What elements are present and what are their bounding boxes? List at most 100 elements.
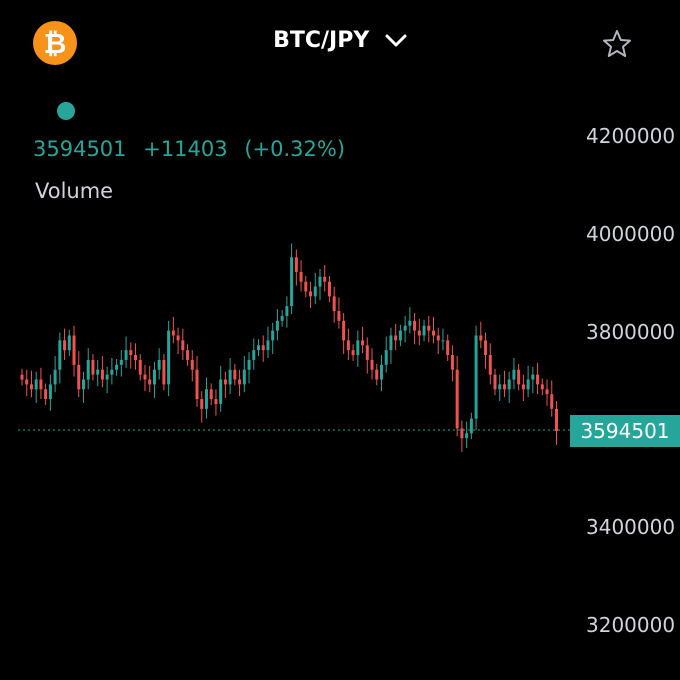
candle-body: [233, 369, 237, 380]
candle-body: [507, 379, 511, 390]
candle-body: [20, 374, 24, 380]
candle-body: [129, 350, 133, 356]
candle-body: [384, 350, 388, 365]
candle-body: [228, 369, 232, 385]
candle-body: [91, 359, 95, 375]
candle-body: [257, 345, 260, 351]
candle-body: [176, 335, 180, 341]
candle-body: [379, 364, 383, 380]
candle-body: [86, 359, 90, 380]
candle-body: [479, 335, 483, 341]
candle-body: [484, 340, 488, 356]
candle-body: [299, 271, 303, 282]
pair-label: BTC/JPY: [273, 28, 370, 53]
candle-body: [242, 369, 246, 385]
candle-body: [190, 359, 194, 370]
candle-body: [252, 350, 256, 360]
volume-label: Volume: [35, 179, 114, 203]
price-summary: 3594501 +11403 (+0.32%): [33, 137, 355, 161]
candle-body: [53, 369, 57, 385]
candle-body: [545, 389, 549, 395]
candle-body: [394, 335, 398, 341]
candle-body: [550, 394, 554, 409]
bitcoin-icon[interactable]: ₿: [33, 21, 77, 65]
candle-body: [512, 369, 516, 380]
star-outline-icon[interactable]: [601, 28, 633, 60]
candle-body: [436, 335, 440, 341]
candlestick-chart[interactable]: [0, 88, 680, 680]
candle-body: [375, 369, 379, 380]
candle-body: [44, 389, 48, 400]
candle-body: [285, 306, 289, 316]
candle-body: [152, 369, 156, 385]
candle-body: [351, 350, 355, 356]
candle-body: [304, 281, 308, 292]
candle-body: [58, 340, 62, 370]
header: ₿ BTC/JPY: [0, 0, 680, 88]
candle-body: [389, 335, 393, 351]
candle-body: [408, 320, 412, 326]
candle-body: [100, 369, 104, 380]
candle-body: [446, 340, 450, 356]
candle-body: [427, 325, 431, 331]
candle-body: [110, 369, 114, 375]
current-price-tag: 3594501: [570, 415, 680, 447]
candle-body: [72, 335, 76, 365]
candle-body: [238, 379, 242, 385]
candle-body: [465, 433, 469, 439]
candle-body: [124, 350, 128, 360]
candle-body: [119, 359, 123, 365]
candle-body: [219, 379, 223, 404]
candle-body: [521, 384, 525, 390]
candle-body: [403, 325, 407, 331]
price-change-pct: (+0.32%): [244, 137, 346, 161]
candle-body: [186, 350, 190, 360]
candle-body: [195, 369, 199, 400]
candle-body: [450, 355, 454, 370]
y-tick-label: 4200000: [586, 124, 676, 148]
candle-body: [455, 369, 459, 429]
price-change: +11403: [143, 137, 228, 161]
candle-body: [342, 320, 346, 341]
candle-body: [313, 286, 317, 297]
candle-body: [157, 359, 161, 370]
candle-body: [540, 384, 544, 390]
candle-body: [29, 384, 33, 390]
candle-body: [432, 330, 436, 336]
candles: [20, 243, 558, 452]
candle-body: [498, 384, 502, 390]
candle-body: [526, 379, 530, 390]
candle-body: [96, 369, 100, 375]
candle-body: [493, 374, 497, 390]
candle-body: [290, 257, 294, 307]
candle-body: [337, 311, 341, 321]
candle-body: [294, 257, 298, 272]
candle-body: [223, 379, 227, 385]
candle-body: [318, 276, 322, 287]
candle-body: [105, 374, 109, 380]
candle-body: [266, 340, 270, 351]
candle-body: [247, 359, 251, 370]
candle-body: [502, 384, 506, 390]
candle-body: [209, 389, 213, 400]
candle-body: [34, 379, 38, 390]
candle-body: [474, 335, 478, 419]
y-tick-label: 3400000: [586, 515, 676, 539]
candle-body: [323, 276, 327, 282]
candle-body: [460, 428, 464, 439]
pair-selector[interactable]: BTC/JPY: [0, 28, 680, 53]
y-tick-label: 3800000: [586, 320, 676, 344]
candle-body: [398, 330, 402, 341]
candle-body: [413, 320, 417, 331]
chevron-down-icon[interactable]: [385, 34, 407, 48]
candle-body: [143, 374, 147, 380]
candle-body: [115, 364, 119, 370]
candle-body: [356, 340, 360, 356]
candle-body: [171, 330, 175, 336]
candle-body: [214, 399, 218, 404]
candle-body: [167, 330, 171, 385]
candle-body: [280, 315, 284, 321]
candle-body: [517, 369, 521, 385]
candle-body: [138, 359, 142, 375]
candle-body: [134, 355, 138, 360]
